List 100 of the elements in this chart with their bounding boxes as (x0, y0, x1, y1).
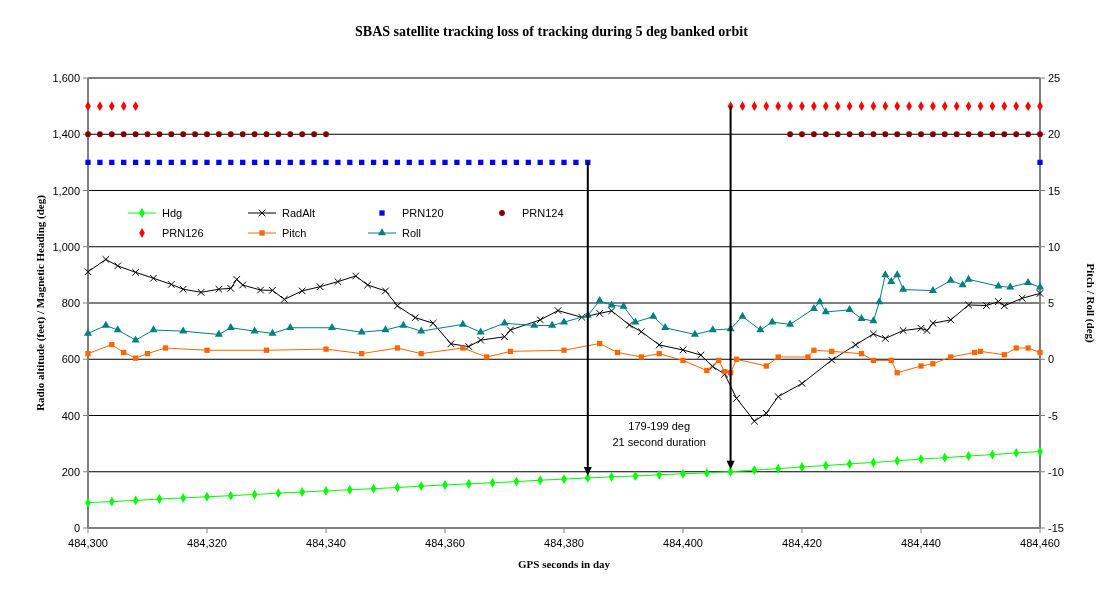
point (204, 159, 210, 166)
y-tick-label: 0 (73, 522, 80, 534)
point (573, 159, 579, 166)
point (953, 131, 960, 138)
point (989, 131, 996, 138)
point (965, 451, 972, 461)
y-tick-label: 1,000 (52, 240, 80, 253)
point (216, 131, 222, 138)
y-tick-label: 600 (61, 353, 80, 366)
point (323, 159, 329, 166)
y-tick-label: 200 (61, 465, 80, 478)
point (561, 159, 567, 166)
point (822, 131, 829, 138)
point (1013, 131, 1020, 138)
point (977, 131, 984, 138)
point (454, 159, 460, 166)
legend-label: Pitch (282, 227, 307, 239)
point (430, 159, 436, 166)
legend-label: PRN120 (402, 207, 444, 219)
y2-tick-label: 10 (1048, 240, 1061, 253)
point (858, 131, 865, 138)
y2-tick-label: -10 (1048, 465, 1064, 478)
point (906, 131, 912, 138)
x-tick-label: 484,360 (425, 537, 465, 549)
point (918, 131, 924, 138)
legend-label: PRN124 (522, 207, 564, 219)
annotation: 179-199 deg (628, 419, 691, 432)
point (1001, 131, 1008, 138)
point (204, 131, 210, 138)
point (811, 131, 817, 138)
point (941, 131, 948, 138)
point (97, 159, 103, 166)
chart-title: SBAS satellite tracking loss of tracking during 5 deg banked orbit (355, 24, 749, 39)
y2-axis-title: Pitch / Roll (deg) (1084, 263, 1097, 343)
point (323, 131, 329, 138)
point (1025, 131, 1031, 138)
point (120, 131, 127, 138)
point (156, 131, 163, 138)
point (275, 131, 282, 138)
point (751, 465, 758, 475)
point (156, 494, 163, 504)
legend-label: RadAlt (282, 207, 316, 219)
y2-tick-label: 15 (1048, 184, 1061, 197)
y-tick-label: 1,600 (52, 72, 80, 84)
point (787, 131, 793, 138)
x-tick-label: 484,320 (187, 537, 227, 549)
x-tick-label: 484,380 (544, 537, 584, 549)
point (85, 159, 91, 166)
point (144, 131, 151, 138)
point (894, 131, 901, 138)
point (442, 159, 448, 166)
y2-tick-label: 5 (1048, 297, 1055, 309)
legend-label: Hdg (162, 207, 183, 219)
x-tick-label: 484,440 (901, 537, 941, 549)
y2-tick-label: 0 (1048, 353, 1055, 366)
point (263, 131, 270, 138)
point (168, 131, 175, 138)
y-tick-label: 1,200 (52, 184, 80, 197)
point (251, 131, 258, 138)
point (1037, 159, 1043, 166)
point (311, 159, 317, 166)
x-tick-label: 484,300 (68, 537, 108, 549)
point (216, 159, 222, 166)
point (335, 159, 341, 166)
y2-tick-label: -5 (1048, 409, 1058, 422)
point (192, 159, 198, 166)
point (287, 131, 294, 138)
point (239, 131, 246, 138)
y-tick-label: 800 (61, 297, 80, 309)
point (930, 131, 936, 138)
y2-tick-label: 20 (1048, 128, 1061, 141)
y-tick-label: 1,400 (52, 128, 80, 141)
legend-label: Roll (402, 227, 421, 239)
point (227, 131, 234, 138)
point (632, 471, 639, 481)
point (108, 131, 115, 138)
point (965, 131, 972, 138)
x-tick-label: 484,340 (306, 537, 346, 549)
y-axis-title: Radio altitude (feet) / Magnetic Heading (deg) (34, 194, 47, 411)
point (549, 159, 555, 166)
y2-tick-label: 25 (1048, 72, 1061, 84)
point (834, 131, 841, 138)
point (299, 487, 306, 497)
y-tick-label: 400 (61, 409, 80, 422)
annotation: 21 second duration (612, 435, 706, 448)
point (132, 131, 139, 138)
point (299, 131, 306, 138)
x-tick-label: 484,400 (663, 537, 703, 549)
y2-tick-label: -15 (1048, 522, 1064, 534)
x-tick-label: 484,420 (782, 537, 822, 549)
point (311, 131, 317, 138)
legend-label: PRN126 (162, 227, 204, 239)
point (882, 131, 889, 138)
point (180, 131, 187, 138)
point (97, 131, 103, 138)
x-axis-title: GPS seconds in day (518, 558, 611, 570)
x-tick-label: 484,460 (1020, 537, 1060, 549)
point (846, 131, 853, 138)
point (870, 131, 877, 138)
point (799, 131, 805, 138)
